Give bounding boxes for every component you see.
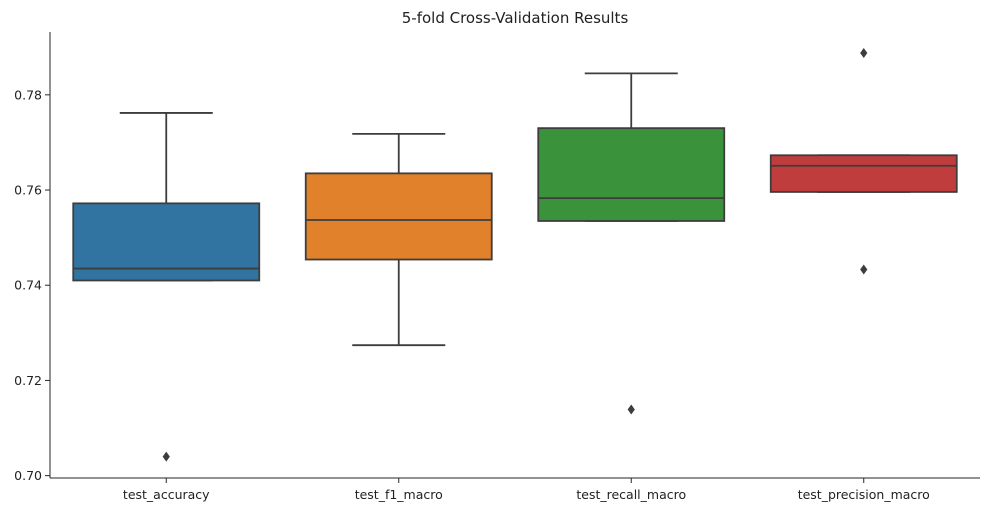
y-tick-label: 0.72 bbox=[14, 373, 42, 388]
box-iqr bbox=[537, 127, 726, 222]
box-group-test_accuracy bbox=[72, 112, 261, 462]
chart-title: 5-fold Cross-Validation Results bbox=[402, 9, 629, 27]
y-tick-label: 0.78 bbox=[14, 87, 42, 102]
box-iqr bbox=[304, 172, 493, 261]
outlier-point bbox=[162, 451, 170, 462]
y-axis: 0.70 0.72 0.74 0.76 0.78 bbox=[14, 87, 50, 483]
box-group-test_recall_macro bbox=[537, 72, 726, 415]
y-tick-label: 0.70 bbox=[14, 468, 42, 483]
outlier-point bbox=[860, 264, 868, 275]
outlier-point bbox=[860, 47, 868, 58]
box-group-test_precision_macro bbox=[769, 47, 958, 275]
box-group-test_f1_macro bbox=[304, 132, 493, 347]
outlier-point bbox=[627, 404, 635, 415]
x-tick-label: test_f1_macro bbox=[355, 487, 443, 502]
x-tick-label: test_precision_macro bbox=[798, 487, 930, 502]
x-axis: test_accuracy test_f1_macro test_recall_ma… bbox=[123, 478, 930, 502]
box-iqr bbox=[769, 154, 958, 193]
x-tick-label: test_recall_macro bbox=[576, 487, 686, 502]
plot-area bbox=[72, 47, 958, 462]
x-tick-label: test_accuracy bbox=[123, 487, 210, 502]
box-iqr bbox=[72, 202, 261, 282]
y-tick-label: 0.76 bbox=[14, 183, 42, 198]
y-tick-label: 0.74 bbox=[14, 278, 42, 293]
